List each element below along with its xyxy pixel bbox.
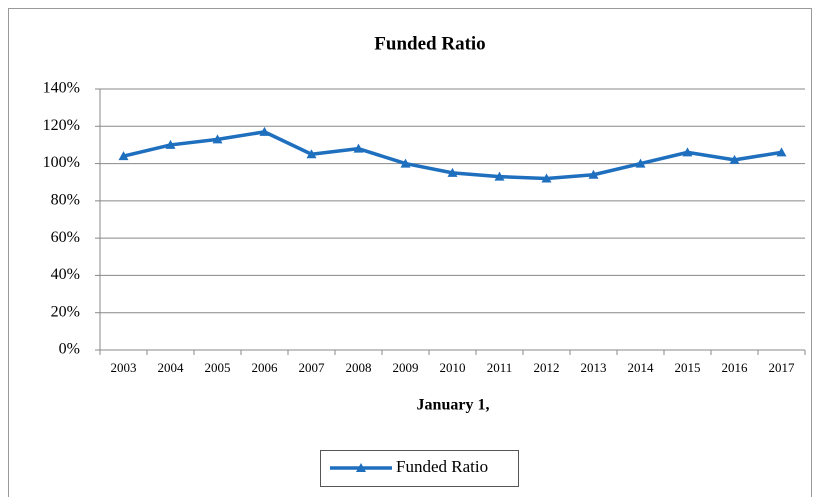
data-point — [259, 126, 270, 136]
x-axis-label: January 1, — [417, 397, 490, 414]
y-tick-label: 140% — [43, 80, 80, 97]
data-point — [212, 134, 223, 144]
data-point — [635, 158, 646, 168]
data-point — [447, 167, 458, 177]
y-tick-label: 60% — [51, 229, 80, 246]
data-point — [165, 139, 176, 149]
x-tick-label: 2004 — [158, 360, 185, 375]
x-tick-label: 2010 — [440, 360, 466, 375]
x-tick-label: 2003 — [111, 360, 137, 375]
x-tick-label: 2016 — [722, 360, 749, 375]
x-tick-label: 2015 — [675, 360, 701, 375]
y-tick-label: 120% — [43, 117, 80, 134]
x-tick-label: 2013 — [581, 360, 607, 375]
data-point — [118, 151, 129, 161]
data-point — [729, 154, 740, 164]
x-tick-label: 2007 — [299, 360, 326, 375]
chart-border — [8, 8, 812, 497]
x-tick-label: 2009 — [393, 360, 419, 375]
legend-label: Funded Ratio — [396, 457, 488, 476]
data-point — [776, 147, 787, 157]
data-point — [541, 173, 552, 183]
x-tick-label: 2017 — [769, 360, 796, 375]
y-tick-label: 80% — [51, 192, 80, 209]
y-tick-label: 20% — [51, 303, 80, 320]
chart-title: Funded Ratio — [374, 33, 485, 54]
legend-marker — [356, 463, 366, 472]
x-tick-label: 2005 — [205, 360, 231, 375]
data-point — [353, 143, 364, 153]
y-tick-label: 40% — [51, 266, 80, 283]
data-point — [400, 158, 411, 168]
x-tick-label: 2011 — [487, 360, 513, 375]
x-tick-label: 2006 — [252, 360, 279, 375]
data-point — [494, 171, 505, 181]
data-point — [588, 169, 599, 179]
y-tick-label: 0% — [59, 341, 80, 358]
y-tick-label: 100% — [43, 154, 80, 171]
data-point — [682, 147, 693, 157]
x-tick-label: 2014 — [628, 360, 655, 375]
x-tick-label: 2012 — [534, 360, 560, 375]
x-tick-label: 2008 — [346, 360, 372, 375]
data-point — [306, 149, 317, 159]
